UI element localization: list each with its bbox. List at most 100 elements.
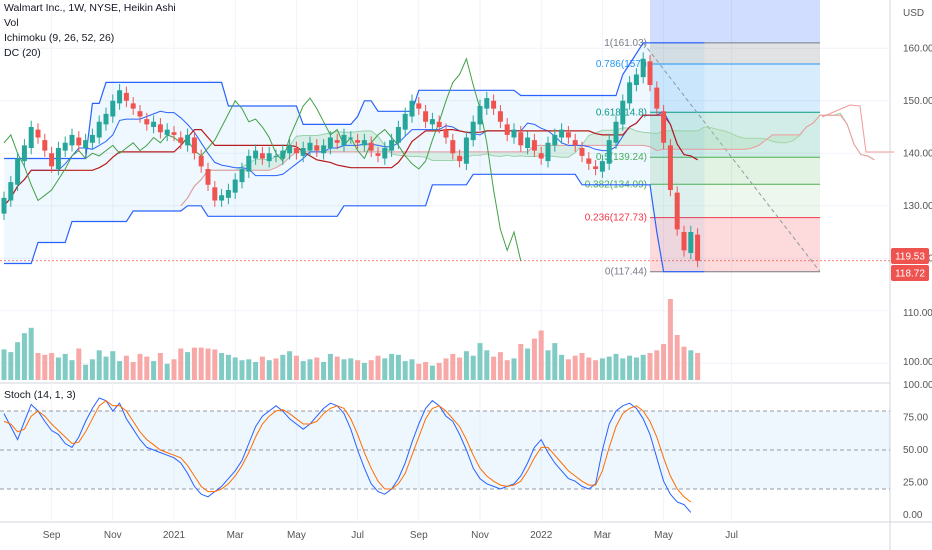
volume-bar — [661, 344, 667, 380]
candle-body — [42, 140, 48, 151]
volume-bar — [293, 355, 299, 380]
candle-body — [219, 195, 225, 201]
volume-bar — [395, 354, 401, 380]
candle-body — [191, 137, 197, 154]
volume-bar — [633, 357, 639, 380]
volume-legend[interactable]: Vol — [4, 17, 19, 29]
candle-body — [307, 142, 313, 151]
fib-level-label: 0(117.44) — [605, 267, 647, 278]
heikin-ashi-candles — [1, 52, 701, 268]
volume-bar — [205, 348, 211, 380]
candle-body — [511, 129, 517, 138]
stochastic-pane — [0, 397, 890, 513]
volume-bar — [389, 353, 395, 380]
stoch-tick-label: 100.00 — [903, 380, 932, 391]
candle-body — [382, 148, 388, 159]
price-tick-label: 160.00 — [903, 43, 932, 54]
volume-bar — [382, 358, 388, 380]
stoch-tick-label: 75.00 — [903, 413, 928, 424]
volume-bar — [484, 350, 490, 380]
volume-bar — [559, 354, 565, 380]
candle-body — [178, 137, 184, 143]
candle-body — [151, 121, 157, 127]
candle-body — [341, 134, 347, 146]
candle-body — [293, 148, 299, 154]
candle-body — [497, 111, 503, 122]
candle-body — [395, 127, 401, 143]
candle-body — [572, 140, 578, 146]
volume-bar — [429, 365, 435, 380]
candle-body — [69, 134, 75, 146]
candle-body — [62, 142, 68, 151]
volume-bar — [28, 327, 34, 380]
donchian-legend[interactable]: DC (20) — [4, 47, 41, 59]
candle-body — [531, 140, 537, 151]
volume-bar — [531, 338, 537, 380]
price-tick-label: 110.00 — [903, 308, 932, 319]
volume-bar — [436, 362, 442, 380]
volume-bar — [565, 359, 571, 380]
volume-bar — [157, 353, 163, 380]
volume-bar — [164, 363, 170, 380]
candle-body — [198, 155, 204, 167]
volume-bar — [151, 361, 157, 380]
volume-bar — [137, 353, 143, 380]
volume-bar — [334, 356, 340, 380]
candle-body — [35, 129, 41, 138]
candle-body — [83, 140, 89, 148]
symbol-title[interactable]: Walmart Inc., 1W, NYSE, Heikin Ashi — [4, 2, 176, 14]
candle-body — [21, 145, 27, 162]
volume-bar — [198, 347, 204, 380]
fib-trend-line — [642, 42, 821, 272]
volume-bar — [76, 348, 82, 380]
volume-bar — [225, 354, 231, 380]
volume-bar — [171, 359, 177, 380]
volume-bar — [545, 350, 551, 380]
time-tick-label: Sep — [410, 530, 428, 541]
candle-body — [55, 148, 61, 169]
candle-body — [599, 161, 605, 172]
candle-body — [232, 179, 238, 193]
stoch-legend[interactable]: Stoch (14, 1, 3) — [4, 389, 76, 401]
candle-body — [76, 137, 82, 146]
volume-bar — [572, 355, 578, 380]
stoch-tick-label: 50.00 — [903, 445, 928, 456]
candle-body — [300, 148, 306, 156]
stoch-tick-label: 0.00 — [903, 510, 923, 521]
volume-bar — [681, 346, 687, 380]
candle-body — [110, 100, 116, 117]
volume-bar — [497, 352, 503, 380]
cloud-fill — [180, 113, 875, 206]
volume-bar — [327, 353, 333, 380]
candle-body — [212, 187, 218, 201]
candle-body — [137, 111, 143, 117]
volume-bar — [110, 351, 116, 380]
kijun-sen — [3, 114, 698, 207]
volume-bar — [246, 359, 252, 380]
volume-bar — [409, 359, 415, 380]
volume-bar — [307, 359, 313, 380]
volume-bar — [144, 356, 150, 380]
volume-bar — [191, 347, 197, 380]
candle-body — [96, 121, 102, 138]
candle-body — [171, 132, 177, 135]
candle-body — [470, 121, 476, 141]
volume-bar — [69, 360, 75, 380]
candle-body — [593, 166, 599, 169]
volume-bar — [470, 355, 476, 380]
volume-bar — [232, 357, 238, 380]
volume-bar — [525, 348, 531, 380]
volume-bar — [674, 335, 680, 380]
time-tick-label: Nov — [471, 530, 489, 541]
candle-body — [463, 137, 469, 164]
volume-bar — [314, 357, 320, 380]
volume-bar — [361, 362, 367, 380]
donchian-lower — [4, 173, 705, 273]
candle-body — [640, 58, 646, 78]
time-tick-label: Mar — [594, 530, 612, 541]
volume-bar — [599, 358, 605, 380]
volume-bar — [593, 360, 599, 380]
ichimoku-legend[interactable]: Ichimoku (9, 26, 52, 26) — [4, 32, 115, 44]
candle-body — [674, 192, 680, 230]
